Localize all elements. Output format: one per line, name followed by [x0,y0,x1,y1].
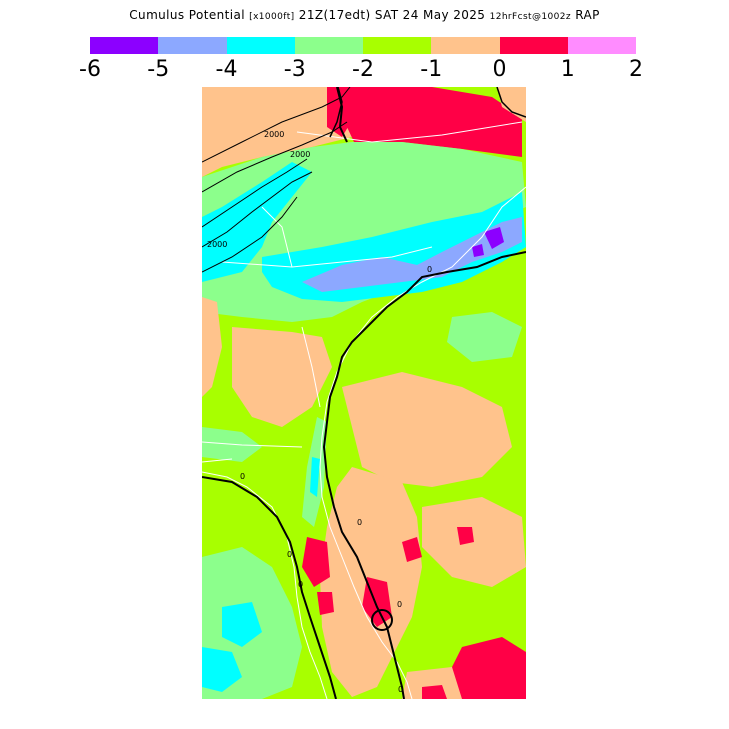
state-border [221,246,433,268]
legend-swatch-8 [567,37,636,54]
legend-swatch-2 [158,37,227,54]
state-border [202,458,233,463]
contour-label: 0 [298,580,303,589]
contour-line [329,87,343,138]
field-region-orange [342,372,512,487]
zero-contour [336,87,348,143]
zero-contour [496,87,526,118]
contour-label: 0 [357,518,362,527]
legend-tick: -5 [147,57,170,82]
contour-label: 0 [397,600,402,609]
field-region-orange [232,327,332,427]
legend-swatch-7 [499,37,568,54]
field-region-red [422,685,447,699]
field-region-red [447,637,526,699]
legend-tick: 2 [629,57,643,82]
field-region-cyan [222,602,262,647]
color-legend [90,37,636,54]
map-canvas: 2000 2000 2000 0 0 0 0 0 0 0 [202,87,526,699]
legend-tick: -3 [283,57,306,82]
coastline [202,471,328,699]
field-region-cyan [310,457,320,497]
legend-tick: -4 [215,57,238,82]
state-border [296,121,523,143]
contour-line [202,121,348,193]
field-region-red [347,87,522,157]
title-main: Cumulus Potential [129,8,245,22]
field-region-cyan [202,162,312,282]
legend-swatch-1 [90,37,159,54]
contour-label: 0 [287,550,292,559]
legend-swatch-5 [363,37,432,54]
legend-swatch-6 [431,37,500,54]
contour-label: 0 [427,265,432,274]
field-region-red [457,527,474,545]
field-region-orange [497,87,526,122]
title-valid-time: 21Z(17edt) SAT 24 May 2025 [298,8,486,22]
field-region-orange [202,297,222,397]
title-units: [x1000ft] [249,12,295,22]
contour-line [202,158,308,228]
field-region-mint [447,312,522,362]
legend-tick: -1 [420,57,443,82]
contour-label: 0 [240,472,245,481]
legend-tick: -6 [79,57,101,82]
contour-label: 0 [398,685,403,694]
legend-swatch-4 [294,37,363,54]
legend-tick: 1 [560,57,575,82]
zero-contour [322,251,526,699]
state-border [261,206,293,268]
contour-label: 2000 [264,130,284,139]
zero-contour-closed [371,609,393,631]
legend-tick: -2 [352,57,374,82]
field-region-orange [402,667,462,699]
state-border [202,441,303,448]
legend-swatch-3 [226,37,295,54]
legend-tick-labels: -6 -5 -4 -3 -2 -1 0 1 2 [79,57,643,83]
title-forecast: 12hrFcst@1002z [489,12,571,22]
contour-line [202,196,298,273]
forecast-map: 2000 2000 2000 0 0 0 0 0 0 0 [202,87,526,699]
field-region-red [302,537,330,587]
field-region-purple [472,244,484,257]
title-model: RAP [575,8,600,22]
map-title: Cumulus Potential [x1000ft] 21Z(17edt) S… [0,8,729,22]
contour-label: 2000 [290,150,310,159]
zero-contour [202,476,337,699]
field-region-red [317,592,334,615]
field-region-purple [484,227,504,249]
field-region-cyan [202,647,242,692]
contour-label: 2000 [207,240,227,249]
legend-tick: 0 [492,57,507,82]
contour-line [202,87,351,163]
state-border [301,326,321,408]
field-region-blue [302,217,522,292]
contour-line [202,171,313,248]
field-region-red [402,537,422,562]
